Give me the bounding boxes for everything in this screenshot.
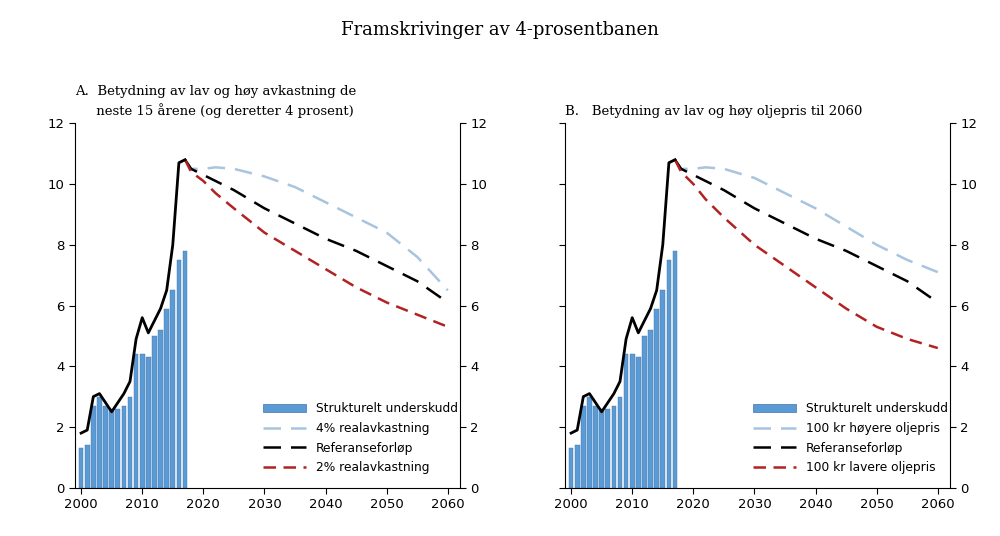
Bar	[134, 354, 138, 488]
Bar	[575, 445, 580, 488]
Text: Framskrivinger av 4-prosentbanen: Framskrivinger av 4-prosentbanen	[341, 21, 659, 40]
Bar	[152, 336, 157, 488]
Bar	[648, 330, 653, 488]
Legend: Strukturelt underskudd, 100 kr høyere oljepris, Referanseforløp, 100 kr lavere o: Strukturelt underskudd, 100 kr høyere ol…	[750, 398, 952, 478]
Bar	[593, 406, 598, 488]
Bar	[146, 357, 151, 488]
Bar	[115, 409, 120, 488]
Bar	[140, 354, 145, 488]
Bar	[667, 260, 671, 488]
Bar	[128, 397, 132, 488]
Text: A.  Betydning av lav og høy avkastning de
     neste 15 årene (og deretter 4 pro: A. Betydning av lav og høy avkastning de…	[75, 85, 356, 118]
Bar	[605, 409, 610, 488]
Bar	[97, 397, 102, 488]
Bar	[103, 406, 108, 488]
Bar	[569, 448, 573, 488]
Text: B.   Betydning av lav og høy oljepris til 2060: B. Betydning av lav og høy oljepris til …	[565, 105, 862, 118]
Bar	[158, 330, 163, 488]
Bar	[183, 251, 187, 488]
Bar	[599, 409, 604, 488]
Bar	[624, 354, 628, 488]
Bar	[673, 251, 677, 488]
Bar	[660, 291, 665, 488]
Legend: Strukturelt underskudd, 4% realavkastning, Referanseforløp, 2% realavkastning: Strukturelt underskudd, 4% realavkastnin…	[260, 398, 462, 478]
Bar	[122, 406, 126, 488]
Bar	[630, 354, 635, 488]
Bar	[177, 260, 181, 488]
Bar	[581, 406, 586, 488]
Bar	[91, 406, 96, 488]
Bar	[636, 357, 641, 488]
Bar	[85, 445, 90, 488]
Bar	[642, 336, 647, 488]
Bar	[654, 309, 659, 488]
Bar	[618, 397, 622, 488]
Bar	[109, 409, 114, 488]
Bar	[587, 397, 592, 488]
Bar	[612, 406, 616, 488]
Bar	[164, 309, 169, 488]
Bar	[170, 291, 175, 488]
Bar	[79, 448, 83, 488]
